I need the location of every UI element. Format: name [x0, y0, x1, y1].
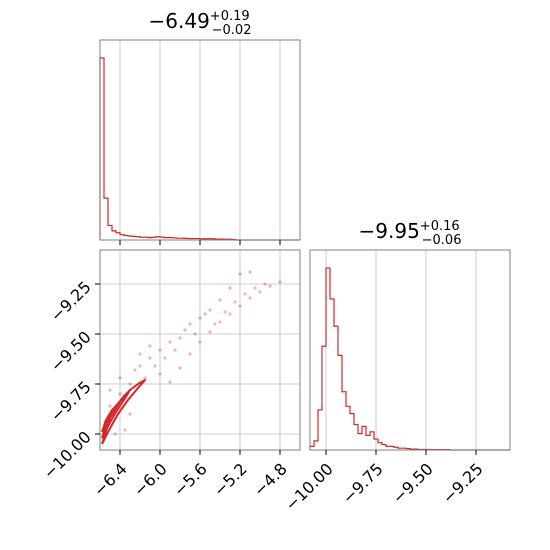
joint-point	[163, 356, 167, 360]
joint-point	[223, 310, 227, 314]
joint-ytick-label: −9.75	[47, 377, 95, 425]
joint-point	[233, 300, 237, 304]
joint-point	[253, 286, 257, 290]
joint-point	[123, 428, 127, 432]
joint-point	[178, 336, 182, 340]
title-lower-error: −0.02	[212, 23, 252, 38]
hist1-title: −6.49+0.19 −0.02	[149, 9, 252, 38]
joint-point	[173, 348, 177, 352]
joint-contour	[101, 403, 119, 433]
joint-point	[278, 280, 282, 284]
joint-xtick-label: −4.8	[250, 459, 291, 500]
joint-point	[218, 298, 222, 302]
joint-point	[248, 296, 252, 300]
joint-point	[128, 412, 132, 416]
joint-ytick-label: −9.50	[47, 327, 95, 375]
joint-point	[138, 364, 142, 368]
joint-ytick-label: −10.00	[39, 427, 94, 482]
joint-point	[248, 270, 252, 274]
joint-point	[108, 404, 112, 408]
hist2-xtick-label: −9.75	[339, 459, 387, 507]
joint-point	[243, 292, 247, 296]
hist2-title: −9.95+0.16 −0.06	[359, 219, 462, 248]
hist2-xtick-label: −9.50	[389, 459, 437, 507]
hist2-steps	[309, 267, 510, 451]
joint-point	[228, 312, 232, 316]
joint-point	[108, 388, 112, 392]
joint-point	[238, 304, 242, 308]
joint-xtick-label: −6.0	[130, 459, 171, 500]
joint-point	[198, 316, 202, 320]
joint-point	[118, 376, 122, 380]
joint-point	[148, 356, 152, 360]
joint-point	[153, 364, 157, 368]
joint-point	[183, 328, 187, 332]
joint-point	[203, 312, 207, 316]
joint-point	[208, 308, 212, 312]
joint-point	[193, 332, 197, 336]
joint-point	[188, 322, 192, 326]
joint-xtick-label: −5.2	[210, 459, 251, 500]
joint-point	[258, 290, 262, 294]
joint-xtick-label: −5.6	[170, 459, 211, 500]
joint-point	[178, 366, 182, 370]
joint-point	[128, 382, 132, 386]
joint-point	[148, 344, 152, 348]
joint-xtick-label: −6.4	[90, 459, 131, 500]
joint-point	[143, 376, 147, 380]
joint-point	[238, 272, 242, 276]
joint-point	[113, 432, 117, 436]
joint-point	[213, 322, 217, 326]
joint-point	[158, 348, 162, 352]
joint-point	[263, 282, 267, 286]
joint-point	[133, 368, 137, 372]
hist2-xtick-label: −9.25	[439, 459, 487, 507]
title-upper-error: +0.16	[420, 219, 460, 234]
joint-point	[158, 372, 162, 376]
joint-point	[218, 320, 222, 324]
joint-point	[228, 286, 232, 290]
joint-point	[198, 340, 202, 344]
hist2-xtick-label: −10.00	[281, 459, 336, 514]
joint-point	[268, 284, 272, 288]
joint-point	[208, 330, 212, 334]
joint-point	[188, 352, 192, 356]
title-value: −6.49	[149, 9, 210, 33]
joint-point	[168, 380, 172, 384]
joint-point	[168, 340, 172, 344]
hist2-frame	[309, 249, 511, 451]
joint-point	[118, 392, 122, 396]
joint-ytick-label: −9.25	[47, 277, 95, 325]
title-lower-error: −0.06	[422, 233, 462, 248]
joint-point	[138, 352, 142, 356]
title-value: −9.95	[359, 219, 420, 243]
title-upper-error: +0.19	[210, 9, 250, 24]
